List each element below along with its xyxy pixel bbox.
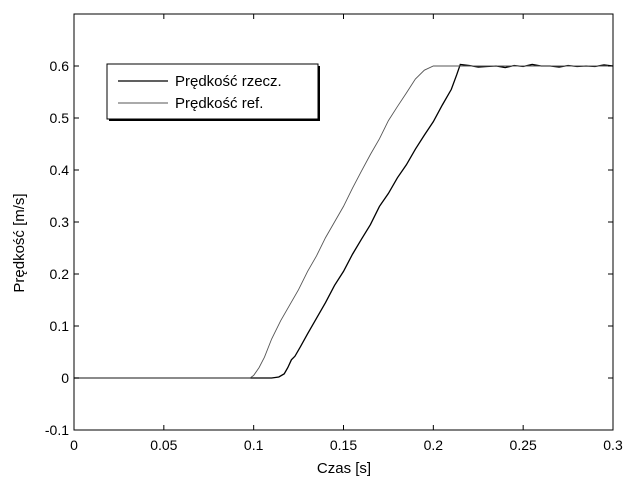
legend-box xyxy=(106,63,319,120)
axis-ticks: 0 0.05 0.1 0.15 0.2 0.25 0.3-0.100.10.20.30.40… xyxy=(45,14,623,453)
legend-label-2: Prędkość ref. xyxy=(175,95,263,112)
x-tick-label: 0.25 xyxy=(510,437,537,453)
series-line-2 xyxy=(74,65,613,379)
x-tick-label: 0 xyxy=(70,437,78,453)
y-axis-label: Prędkość [m/s] xyxy=(11,193,28,292)
y-tick-label: 0.6 xyxy=(50,58,70,74)
y-tick-label: 0.3 xyxy=(50,214,70,230)
x-tick-label: 0.3 xyxy=(603,437,623,453)
y-tick-label: 0.2 xyxy=(50,266,70,282)
x-tick-label: 0.1 xyxy=(244,437,264,453)
y-tick-label: 0.5 xyxy=(50,110,70,126)
y-tick-label: 0.4 xyxy=(50,162,70,178)
legend-label-1: Prędkość rzecz. xyxy=(175,73,282,90)
y-tick-label: 0.1 xyxy=(50,318,70,334)
legend: Prędkość rzecz. Prędkość ref. xyxy=(106,63,320,121)
x-tick-label: 0.05 xyxy=(150,437,177,453)
series-layer xyxy=(74,63,614,379)
x-tick-label: 0.15 xyxy=(330,437,357,453)
y-tick-label: -0.1 xyxy=(45,422,69,438)
x-axis-label: Czas [s] xyxy=(317,460,371,477)
y-tick-label: 0 xyxy=(61,370,69,386)
x-tick-label: 0.2 xyxy=(424,437,444,453)
